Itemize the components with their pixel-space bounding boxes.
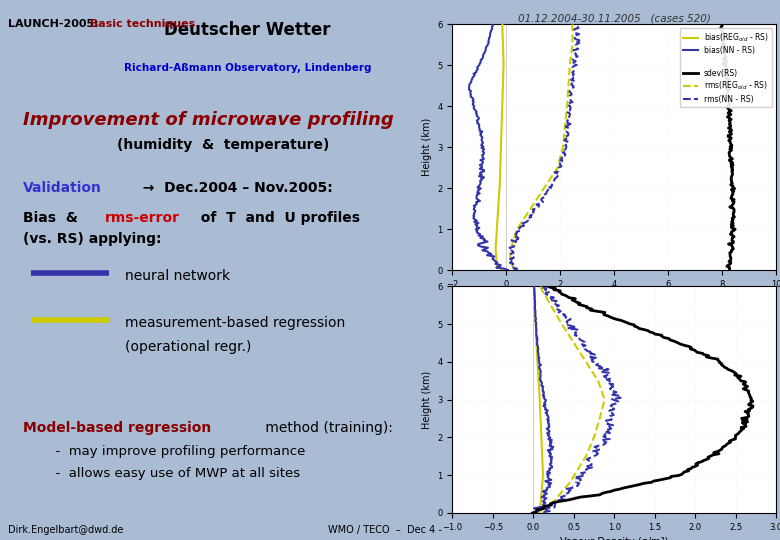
Text: rms-error: rms-error	[105, 211, 180, 225]
Text: method (training):: method (training):	[261, 421, 393, 435]
Text: of  T  and  U profiles: of T and U profiles	[191, 211, 360, 225]
X-axis label: Vapour Density (g/m³): Vapour Density (g/m³)	[560, 537, 668, 540]
Y-axis label: Height (km): Height (km)	[422, 118, 432, 176]
Text: -  may improve profiling performance: - may improve profiling performance	[47, 446, 305, 458]
Legend: bias(REG$_{old}$ - RS), bias(NN - RS), , sdev(RS), rms(REG$_{old}$ - RS), rms(NN: bias(REG$_{old}$ - RS), bias(NN - RS), ,…	[679, 28, 772, 107]
Text: (vs. RS) applying:: (vs. RS) applying:	[23, 232, 162, 246]
Text: -  allows easy use of MWP at all sites: - allows easy use of MWP at all sites	[47, 467, 300, 480]
Text: (operational regr.): (operational regr.)	[125, 340, 251, 354]
Text: measurement-based regression: measurement-based regression	[125, 316, 345, 330]
Text: Model-based regression: Model-based regression	[23, 421, 211, 435]
Text: 01.12.2004-30.11.2005   (cases 520): 01.12.2004-30.11.2005 (cases 520)	[518, 14, 711, 24]
Text: WMO / TECO  –  Dec 4 -: WMO / TECO – Dec 4 -	[328, 524, 441, 535]
Text: Deutscher Wetter: Deutscher Wetter	[165, 22, 331, 39]
Text: Validation: Validation	[23, 181, 102, 195]
Text: neural network: neural network	[125, 269, 230, 283]
Text: (humidity  &  temperature): (humidity & temperature)	[117, 138, 329, 152]
X-axis label: Temperature (K): Temperature (K)	[575, 294, 654, 304]
Text: Dirk.Engelbart@dwd.de: Dirk.Engelbart@dwd.de	[8, 524, 123, 535]
Text: Richard-Aßmann Observatory, Lindenberg: Richard-Aßmann Observatory, Lindenberg	[124, 63, 371, 73]
Y-axis label: Height (km): Height (km)	[422, 370, 432, 429]
Text: Bias  &: Bias &	[23, 211, 88, 225]
Text: LAUNCH-2005:: LAUNCH-2005:	[8, 19, 98, 29]
Text: →  Dec.2004 – Nov.2005:: → Dec.2004 – Nov.2005:	[133, 181, 332, 195]
Text: Basic techniques: Basic techniques	[82, 19, 195, 29]
Text: Improvement of microwave profiling: Improvement of microwave profiling	[23, 111, 394, 129]
